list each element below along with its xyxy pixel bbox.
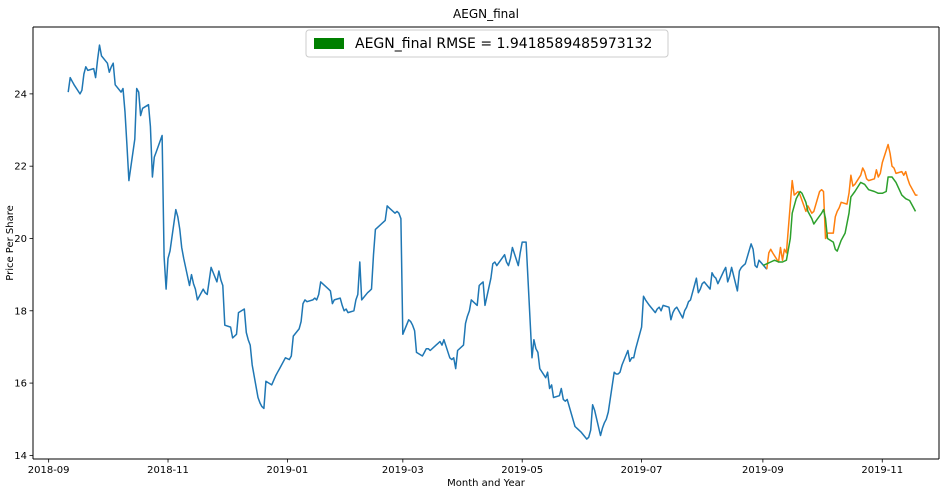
axes-layer xyxy=(32,26,940,460)
y-tick-label: 18 xyxy=(14,306,27,317)
chart-title: AEGN_final xyxy=(453,7,519,21)
x-ticks: 2018-09 2018-11 2019-01 2019-03 2019-05 2019-… xyxy=(28,459,903,476)
x-tick-label: 2018-11 xyxy=(147,465,189,476)
y-tick-label: 24 xyxy=(14,89,27,100)
series-line-3 xyxy=(762,176,917,267)
y-tick-label: 22 xyxy=(14,162,27,173)
x-tick-label: 2019-03 xyxy=(382,465,424,476)
y-ticks: 14 16 18 20 22 24 xyxy=(14,89,33,462)
legend-swatch xyxy=(314,38,344,49)
x-axis-label: Month and Year xyxy=(447,478,526,489)
x-tick-label: 2018-09 xyxy=(28,465,70,476)
series-layer xyxy=(67,44,918,440)
x-tick-label: 2019-01 xyxy=(266,465,308,476)
series-line-1 xyxy=(67,44,768,440)
x-tick-label: 2019-07 xyxy=(621,465,663,476)
x-tick-label: 2019-05 xyxy=(501,465,543,476)
legend-frame xyxy=(305,29,669,58)
y-tick-label: 16 xyxy=(14,379,27,390)
y-axis-label: Price Per Share xyxy=(5,205,16,281)
y-tick-label: 20 xyxy=(14,234,27,245)
x-tick-label: 2019-11 xyxy=(861,465,903,476)
x-tick-label: 2019-09 xyxy=(742,465,784,476)
legend: AEGN_final RMSE = 1.9418589485973132 xyxy=(305,29,669,58)
legend-label: AEGN_final RMSE = 1.9418589485973132 xyxy=(355,36,652,52)
plot-area xyxy=(33,27,939,459)
series-line-2 xyxy=(766,143,918,270)
y-tick-label: 14 xyxy=(14,451,27,462)
